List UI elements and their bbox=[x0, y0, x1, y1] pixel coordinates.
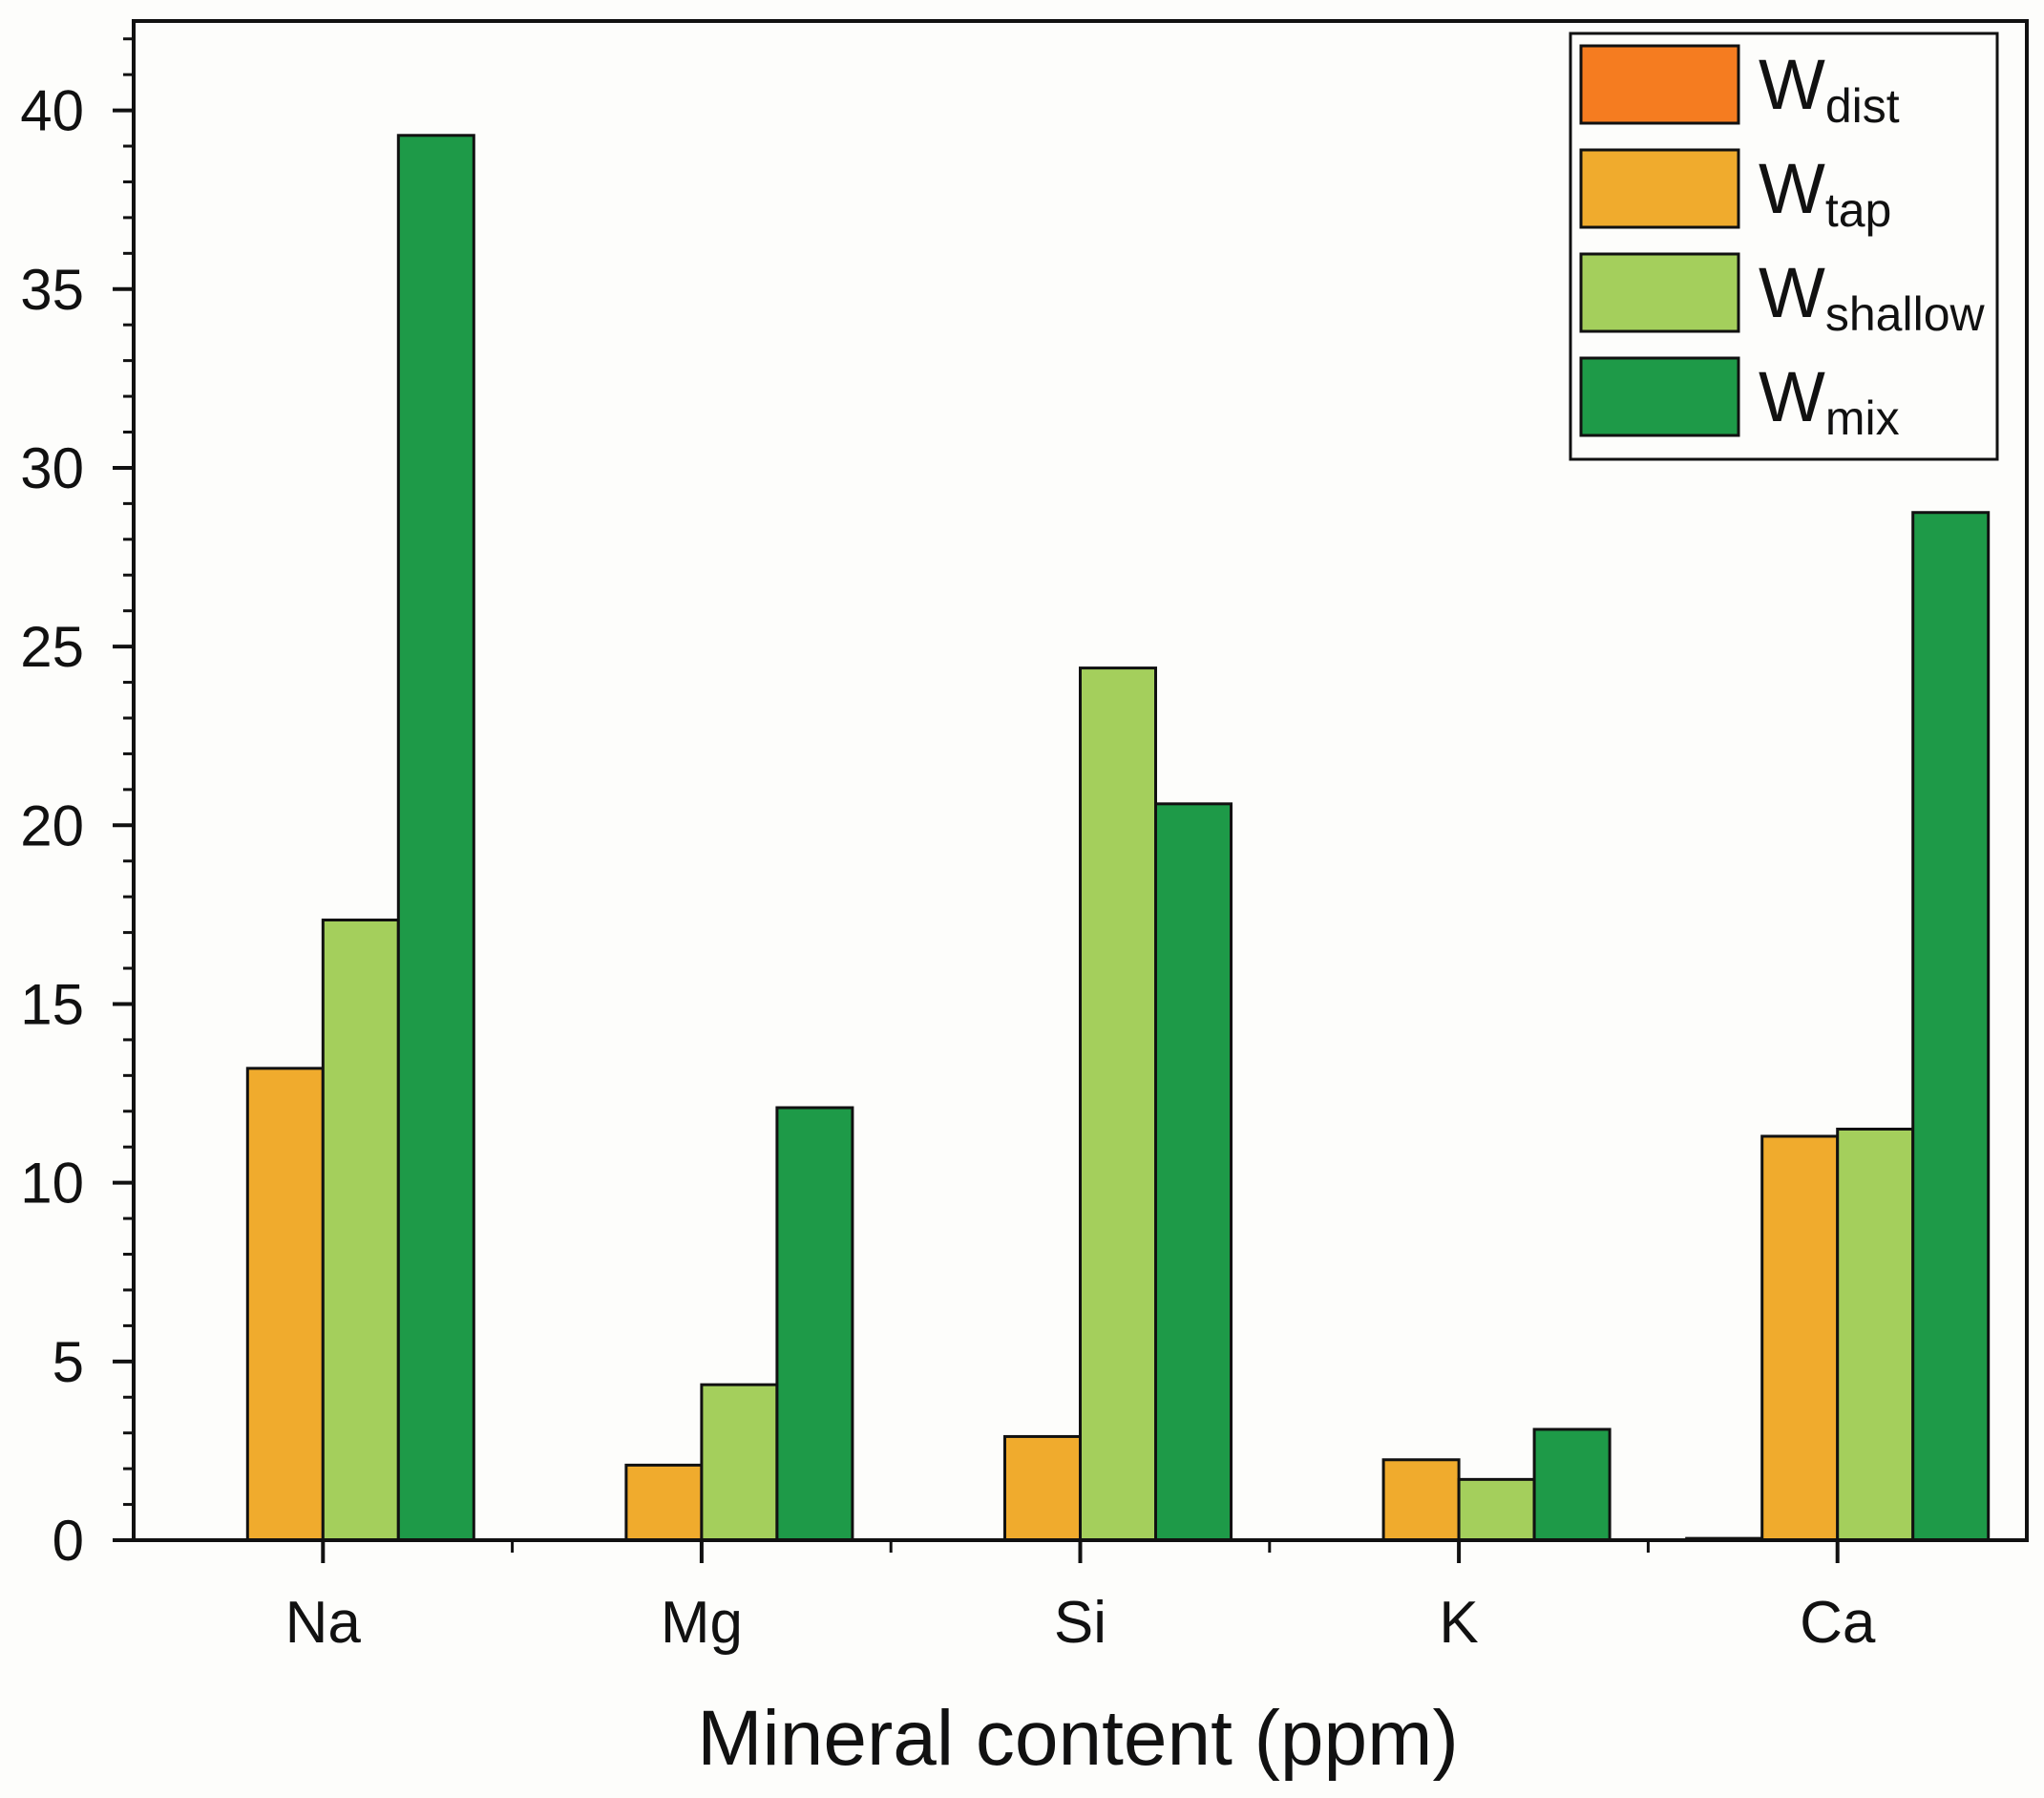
axes-group: 0 5 10 15 20 25 30 35 40 Na Mg Si K Ca bbox=[20, 19, 2029, 1656]
x-category-label: Mg bbox=[661, 1590, 743, 1656]
legend-swatch-mix bbox=[1579, 356, 1740, 437]
legend-label-mix: Wmix bbox=[1759, 357, 1900, 445]
x-category-label: K bbox=[1439, 1590, 1478, 1656]
legend-swatch-dist bbox=[1579, 44, 1740, 125]
y-tick-label: 35 bbox=[20, 258, 84, 322]
y-tick-label: 30 bbox=[20, 436, 84, 500]
bars-group bbox=[245, 134, 1991, 1542]
bar-ca-shallow bbox=[1836, 1127, 1915, 1542]
bar-k-tap bbox=[1381, 1458, 1461, 1542]
bar-si-mix bbox=[1154, 802, 1233, 1542]
bar-ca-mix bbox=[1911, 511, 1991, 1542]
x-axis-title: Mineral content (ppm) bbox=[697, 1695, 1459, 1782]
x-category-label: Ca bbox=[1800, 1590, 1876, 1656]
y-tick-label: 5 bbox=[53, 1330, 84, 1394]
y-tick-label: 10 bbox=[20, 1152, 84, 1216]
bar-mg-shallow bbox=[700, 1383, 779, 1542]
legend-label-shallow: Wshallow bbox=[1759, 253, 1985, 341]
legend: Wdist Wtap Wshallow Wmix bbox=[1569, 32, 1999, 461]
y-tick-label: 40 bbox=[20, 79, 84, 143]
bar-mg-mix bbox=[775, 1106, 854, 1542]
y-tick-label: 25 bbox=[20, 615, 84, 679]
x-category-label: Na bbox=[285, 1590, 362, 1656]
bar-mg-tap bbox=[624, 1463, 704, 1542]
legend-label-dist: Wdist bbox=[1759, 45, 1900, 133]
bar-na-mix bbox=[396, 134, 475, 1542]
y-tick-label: 15 bbox=[20, 972, 84, 1036]
bar-k-mix bbox=[1532, 1428, 1612, 1542]
bar-na-tap bbox=[245, 1067, 325, 1542]
legend-swatch-shallow bbox=[1579, 252, 1740, 333]
legend-label-tap: Wtap bbox=[1759, 149, 1891, 237]
legend-swatch-tap bbox=[1579, 148, 1740, 229]
y-tick-label: 20 bbox=[20, 793, 84, 857]
y-tick-label: 0 bbox=[53, 1509, 84, 1573]
bar-si-tap bbox=[1003, 1434, 1082, 1542]
bar-ca-tap bbox=[1760, 1134, 1840, 1542]
bar-si-shallow bbox=[1079, 666, 1157, 1542]
bar-na-shallow bbox=[321, 918, 400, 1542]
x-category-label: Si bbox=[1054, 1590, 1106, 1656]
bar-k-shallow bbox=[1457, 1477, 1536, 1542]
